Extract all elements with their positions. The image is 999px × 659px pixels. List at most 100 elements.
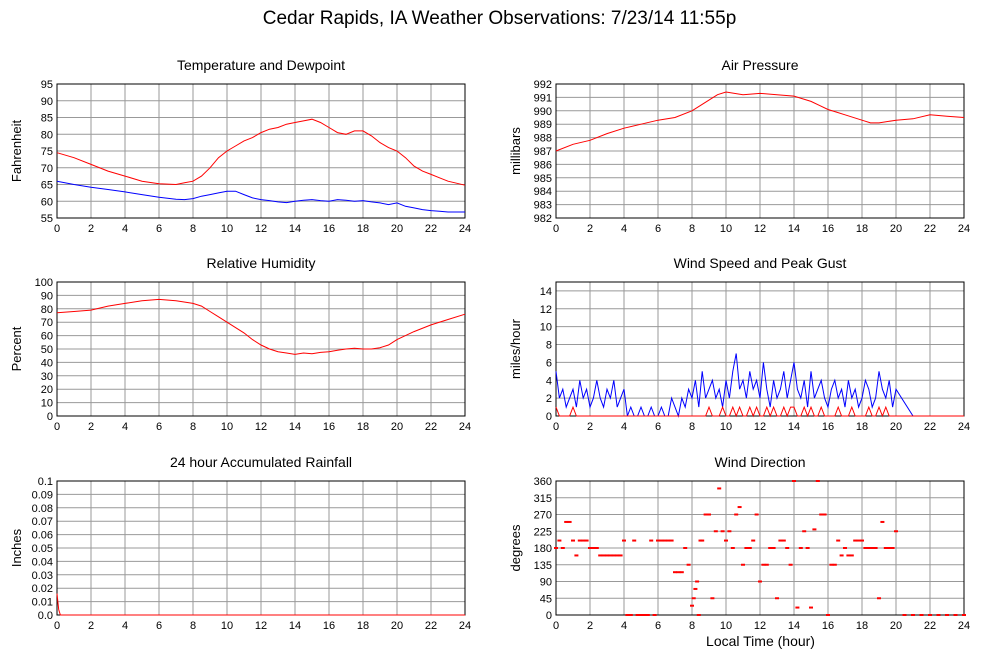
- y-axis-label: Fahrenheit: [9, 120, 24, 183]
- data-point: [686, 563, 691, 566]
- x-tick-label: 2: [88, 421, 94, 433]
- x-tick-label: 8: [190, 223, 196, 235]
- chart-title: 24 hour Accumulated Rainfall: [170, 454, 352, 470]
- data-point: [734, 513, 739, 516]
- data-point: [700, 539, 705, 542]
- x-tick-label: 12: [255, 223, 267, 235]
- x-tick-label: 16: [822, 620, 834, 632]
- y-tick-label: 135: [534, 560, 552, 572]
- y-tick-label: 50: [41, 344, 53, 356]
- x-tick-label: 2: [587, 223, 593, 235]
- x-tick-label: 18: [856, 223, 868, 235]
- data-point: [601, 554, 606, 557]
- x-tick-label: 8: [689, 421, 695, 433]
- x-tick-label: 2: [88, 223, 94, 235]
- chart-humidity: 0 2 4 6 8 10 12 14 16 18 20 22 240102030405060708090…: [9, 255, 471, 433]
- x-tick-label: 6: [655, 223, 661, 235]
- y-tick-label: 8: [546, 340, 552, 352]
- y-tick-label: 95: [41, 79, 53, 91]
- data-point: [574, 554, 579, 557]
- x-tick-label: 24: [958, 421, 970, 433]
- data-point: [928, 614, 932, 616]
- data-point: [645, 614, 650, 616]
- x-tick-label: 20: [890, 421, 902, 433]
- y-tick-label: 12: [540, 304, 552, 316]
- data-point: [618, 554, 623, 557]
- data-point: [744, 547, 749, 549]
- data-point: [936, 614, 941, 616]
- data-point: [608, 554, 613, 557]
- y-tick-label: 10: [41, 398, 53, 410]
- y-tick-label: 0.08: [32, 503, 53, 515]
- data-point: [690, 604, 694, 607]
- x-tick-label: 10: [720, 223, 732, 235]
- x-tick-label: 10: [221, 421, 233, 433]
- y-tick-label: 14: [540, 286, 552, 298]
- data-point: [741, 563, 745, 566]
- data-point: [652, 614, 657, 616]
- y-tick-label: 270: [534, 510, 552, 522]
- data-point: [622, 539, 626, 542]
- x-tick-label: 10: [720, 421, 732, 433]
- data-point: [836, 539, 841, 542]
- series-line-1: [56, 593, 465, 616]
- y-tick-label: 90: [41, 290, 53, 302]
- x-tick-label: 8: [190, 421, 196, 433]
- data-point: [829, 563, 834, 566]
- y-tick-label: 90: [41, 96, 53, 108]
- x-tick-label: 8: [689, 620, 695, 632]
- x-tick-label: 16: [323, 223, 335, 235]
- data-point: [826, 614, 830, 616]
- plot-frame: [56, 83, 466, 219]
- y-tick-label: 75: [41, 146, 53, 158]
- data-point: [713, 530, 718, 533]
- data-point: [557, 539, 562, 542]
- data-point: [564, 520, 569, 523]
- y-tick-label: 85: [41, 113, 53, 125]
- data-point: [822, 513, 827, 516]
- data-point: [727, 530, 732, 533]
- y-tick-label: 4: [546, 375, 552, 387]
- data-point: [720, 530, 725, 533]
- y-tick-label: 100: [35, 277, 53, 289]
- data-point: [635, 614, 640, 616]
- data-point: [894, 530, 898, 533]
- y-tick-label: 982: [534, 213, 552, 225]
- y-tick-label: 65: [41, 180, 53, 192]
- x-tick-label: 14: [788, 421, 800, 433]
- y-tick-label: 0.09: [32, 489, 53, 501]
- y-tick-label: 60: [41, 331, 53, 343]
- data-point: [805, 547, 810, 549]
- y-tick-label: 360: [534, 476, 552, 488]
- y-axis-label: Percent: [9, 326, 24, 371]
- data-point: [751, 539, 756, 542]
- data-point: [666, 539, 671, 542]
- y-tick-label: 315: [534, 493, 552, 505]
- data-point: [843, 547, 847, 549]
- y-tick-label: 0: [546, 411, 552, 423]
- x-tick-label: 14: [788, 223, 800, 235]
- plot-frame: [56, 281, 466, 417]
- y-tick-label: 989: [534, 119, 552, 131]
- data-point: [945, 614, 949, 616]
- x-tick-label: 24: [459, 620, 471, 632]
- x-tick-label: 20: [890, 620, 902, 632]
- y-tick-label: 991: [534, 92, 552, 104]
- series-line-2: [56, 180, 465, 213]
- x-tick-label: 0: [553, 421, 559, 433]
- series-line-1: [555, 353, 964, 418]
- x-tick-label: 0: [54, 620, 60, 632]
- x-tick-label: 20: [391, 620, 403, 632]
- data-point: [591, 547, 596, 549]
- y-axis-label: millibars: [508, 127, 523, 175]
- y-tick-label: 6: [546, 357, 552, 369]
- data-point: [695, 580, 700, 583]
- x-tick-label: 0: [553, 223, 559, 235]
- chart-title: Relative Humidity: [207, 255, 316, 271]
- data-point: [693, 587, 698, 590]
- y-tick-label: 70: [41, 163, 53, 175]
- y-tick-label: 984: [534, 186, 552, 198]
- data-point: [696, 614, 701, 616]
- data-point: [863, 547, 868, 549]
